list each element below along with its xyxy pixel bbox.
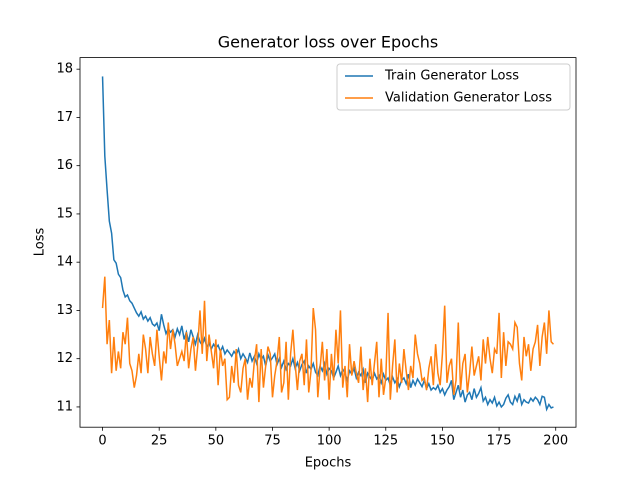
y-tick-label: 15 xyxy=(56,206,73,221)
x-tick-label: 50 xyxy=(208,434,225,449)
x-tick-label: 125 xyxy=(373,434,398,449)
chart-title: Generator loss over Epochs xyxy=(218,33,438,52)
x-tick-label: 175 xyxy=(487,434,512,449)
x-tick-label: 25 xyxy=(151,434,168,449)
y-tick-label: 16 xyxy=(56,158,73,173)
x-axis-label: Epochs xyxy=(305,456,352,471)
y-tick-label: 17 xyxy=(56,110,73,125)
x-tick-label: 0 xyxy=(98,434,106,449)
x-tick-label: 150 xyxy=(430,434,455,449)
y-tick-label: 18 xyxy=(56,62,73,77)
y-tick-label: 11 xyxy=(56,399,73,414)
legend-label: Train Generator Loss xyxy=(384,69,519,84)
y-tick-label: 14 xyxy=(56,255,73,270)
line-series xyxy=(101,276,554,403)
y-axis-label: Loss xyxy=(33,228,48,257)
x-tick-label: 200 xyxy=(543,434,568,449)
plot-frame xyxy=(79,57,577,428)
y-tick-label: 13 xyxy=(56,303,73,318)
legend-label: Validation Generator Loss xyxy=(385,91,552,106)
x-tick-label: 100 xyxy=(317,434,342,449)
y-tick-label: 12 xyxy=(56,351,73,366)
x-tick-label: 75 xyxy=(264,434,281,449)
legend-box xyxy=(336,63,571,111)
